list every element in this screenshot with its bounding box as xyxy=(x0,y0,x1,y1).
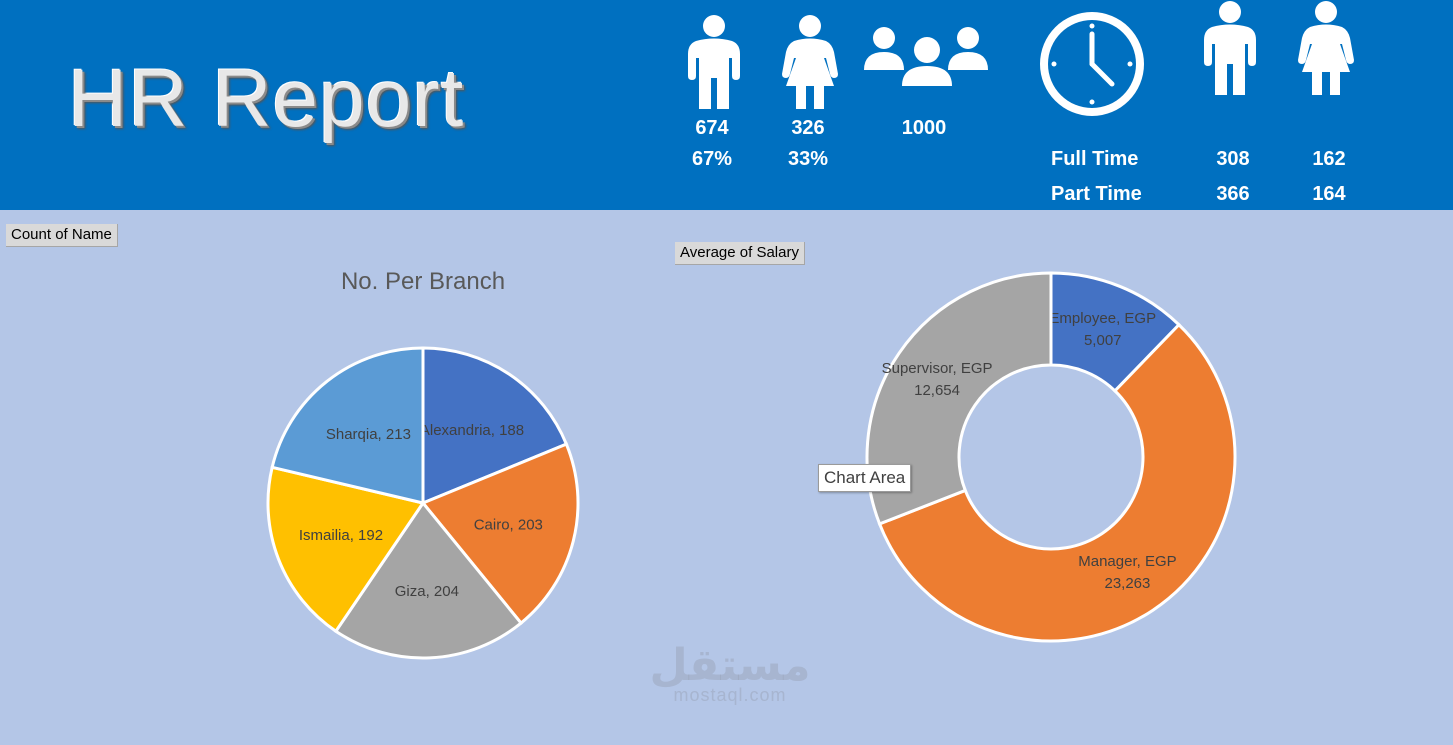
full-time-label: Full Time xyxy=(1051,148,1139,170)
chart-area-tooltip: Chart Area xyxy=(818,464,912,492)
watermark: مستقل mostaql.com xyxy=(640,640,820,706)
report-title: HR Report xyxy=(68,53,465,144)
branch-pie-label-giza: Giza, 204 xyxy=(395,583,459,600)
part-time-label: Part Time xyxy=(1051,183,1142,205)
part-time-male: 366 xyxy=(1216,183,1250,205)
watermark-logo: مستقل xyxy=(649,640,811,691)
branch-pie-slice-cairo[interactable] xyxy=(420,442,580,626)
male-icon xyxy=(1204,1,1256,95)
male-icon xyxy=(688,15,740,109)
total-count: 1000 xyxy=(901,117,947,139)
female-icon xyxy=(1298,1,1354,95)
header-banner: HR Report 674 67% 326 33% xyxy=(0,0,1453,210)
full-time-female: 162 xyxy=(1312,148,1346,170)
branch-pie-slice-ismailia[interactable] xyxy=(266,465,426,634)
branch-pie-label-alexandria: Alexandria, 188 xyxy=(420,422,524,439)
salary-doughnut-slice-supervisor[interactable] xyxy=(865,271,1053,526)
branch-pie-label-cairo: Cairo, 203 xyxy=(474,517,543,534)
branch-pie-slice-alexandria[interactable] xyxy=(421,346,569,506)
female-percent: 33% xyxy=(787,148,829,170)
male-count: 674 xyxy=(695,117,729,139)
salary-doughnut-slice-manager[interactable] xyxy=(877,322,1237,643)
average-of-salary-field-button[interactable]: Average of Salary xyxy=(675,242,805,265)
salary-doughnut-label-employee: Employee, EGP 5,007 xyxy=(1049,310,1156,349)
male-percent: 67% xyxy=(691,148,733,170)
branch-chart-title: No. Per Branch xyxy=(340,268,506,295)
female-icon xyxy=(782,15,838,109)
branch-pie-label-ismailia: Ismailia, 192 xyxy=(299,527,383,544)
watermark-url: mostaql.com xyxy=(673,685,787,705)
full-time-male: 308 xyxy=(1216,148,1250,170)
female-count: 326 xyxy=(791,117,825,139)
group-icon xyxy=(864,27,988,86)
clock-icon xyxy=(1040,12,1144,116)
salary-doughnut-label-supervisor: Supervisor, EGP 12,654 xyxy=(882,360,993,399)
branch-pie-label-sharqia: Sharqia, 213 xyxy=(326,426,411,443)
salary-doughnut-label-manager: Manager, EGP 23,263 xyxy=(1078,553,1176,592)
part-time-female: 164 xyxy=(1312,183,1346,205)
branch-pie-slice-sharqia[interactable] xyxy=(270,346,425,505)
count-of-name-field-button[interactable]: Count of Name xyxy=(6,224,118,247)
branch-pie-slice-giza[interactable] xyxy=(333,500,524,660)
